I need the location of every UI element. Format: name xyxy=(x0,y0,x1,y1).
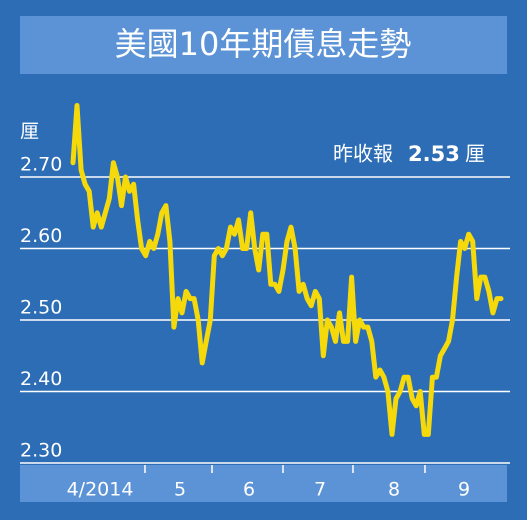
y-axis-label: 厘 xyxy=(20,121,39,143)
y-tick-label: 2.70 xyxy=(20,154,62,176)
y-tick-label: 2.40 xyxy=(20,368,62,390)
x-tick-label: 6 xyxy=(243,479,255,501)
chart-title: 美國10年期債息走勢 xyxy=(115,25,412,63)
x-tick-label: 9 xyxy=(458,479,470,501)
annotation-prefix: 昨收報 xyxy=(333,142,393,166)
line-series xyxy=(70,103,504,437)
x-axis-band xyxy=(20,465,507,502)
x-tick-label: 5 xyxy=(174,479,186,501)
y-tick-label: 2.50 xyxy=(20,297,62,319)
annotation-value: 2.53 xyxy=(408,142,460,166)
annotation-unit: 厘 xyxy=(465,142,485,166)
x-tick-label: 8 xyxy=(388,479,400,501)
title-band xyxy=(20,16,507,74)
y-tick-label: 2.30 xyxy=(20,440,62,462)
y-tick-label: 2.60 xyxy=(20,225,62,247)
x-tick-label: 7 xyxy=(314,479,326,501)
x-tick-label: 4/2014 xyxy=(67,479,134,501)
